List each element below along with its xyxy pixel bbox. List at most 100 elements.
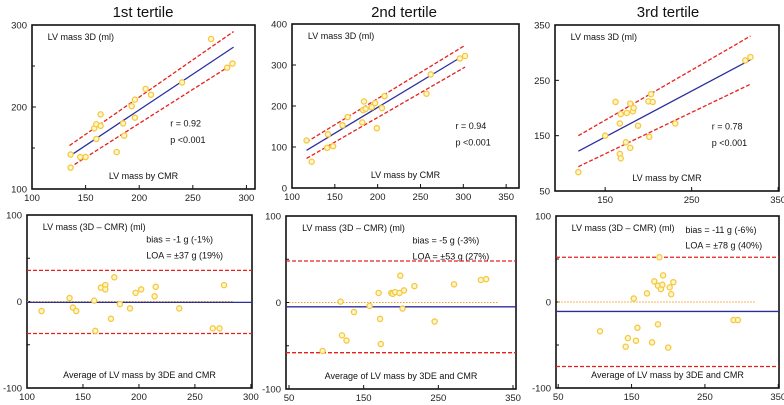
data-point (375, 289, 382, 297)
data-point (376, 315, 384, 323)
data-point (220, 281, 228, 289)
data-point (659, 281, 666, 289)
data-point (319, 347, 326, 355)
plot-frame (291, 23, 520, 189)
data-point (223, 64, 231, 71)
x-tick-label: 150 (327, 192, 343, 203)
data-point (38, 307, 45, 315)
y-tick-label: 100 (265, 212, 281, 223)
stat-annotation: LOA = ±37 g (19%) (146, 250, 223, 260)
panel-title-2nd: 2nd tertile (371, 4, 437, 21)
data-point (111, 274, 118, 281)
data-point (632, 337, 640, 344)
data-point (623, 109, 631, 117)
x-tick-label: 300 (243, 392, 259, 403)
y-tick-label: -100 (262, 385, 281, 396)
stat-annotation: bias = -11 g (-6%) (685, 225, 756, 235)
data-point (617, 155, 624, 162)
data-point (427, 71, 435, 78)
data-point (102, 286, 109, 293)
x-tick-label: 100 (19, 392, 35, 403)
x-tick-label: 350 (770, 195, 784, 206)
x-tick-label: 250 (430, 393, 446, 404)
y-tick-label: 400 (271, 20, 287, 31)
x-tick-label: 100 (24, 193, 40, 204)
stat-annotation: r = 0.94 (455, 121, 486, 131)
data-point (400, 287, 408, 294)
data-point (67, 164, 74, 171)
data-point (630, 295, 638, 302)
data-point (303, 137, 310, 144)
y-axis-label: LV mass 3D (ml) (48, 32, 114, 42)
data-point (450, 281, 458, 288)
y-tick-label: 0 (276, 298, 281, 309)
data-point (339, 122, 346, 129)
panel-ba-3rd: 50 150 250 350 -100 0 100 LV mass (3D – CMR) (m… (532, 212, 784, 404)
data-point (643, 290, 651, 297)
data-point (97, 122, 104, 130)
data-point (119, 120, 127, 127)
data-point (742, 57, 749, 64)
y-tick-label: 0 (546, 298, 551, 309)
stat-annotation: LOA = ±53 g (27%) (413, 251, 490, 261)
stat-annotation: r = 0.92 (170, 119, 201, 129)
panel-corr-1st: 100 150 200 250 300 100 200 300 LV mass 3D (ml) L… (11, 21, 256, 204)
data-point (373, 124, 381, 132)
data-point (126, 305, 134, 312)
stat-annotation: p <0.001 (455, 137, 490, 147)
data-point (358, 119, 366, 126)
plot-frame (554, 24, 780, 192)
y-tick-label: -100 (3, 384, 22, 395)
data-point (128, 102, 135, 110)
y-tick-label: 300 (271, 61, 287, 72)
x-axis-label: Average of LV mass by 3DE and CMR (591, 370, 744, 380)
data-point (649, 98, 656, 106)
data-point (120, 132, 128, 139)
data-point (152, 283, 159, 291)
data-point (461, 52, 469, 60)
data-point (626, 144, 634, 152)
data-point (659, 272, 667, 279)
panel-ba-2nd: 50 150 250 350 -100 0 100 LV mass (3D – CMR) (m… (262, 212, 521, 405)
data-point (431, 318, 438, 325)
data-point (132, 289, 139, 297)
data-point (664, 344, 672, 351)
y-tick-label: 150 (534, 131, 550, 142)
data-point (734, 316, 742, 324)
data-point (73, 307, 80, 315)
data-point (82, 153, 89, 161)
stat-annotation: bias = -5 g (-3%) (413, 236, 480, 246)
data-point (360, 98, 368, 105)
data-point (329, 142, 337, 150)
data-point (477, 276, 485, 284)
panel-title-1st: 1st tertile (113, 4, 174, 21)
x-axis-label: LV mass by CMR (371, 170, 441, 180)
x-tick-label: 250 (684, 195, 700, 206)
y-tick-label: 0 (282, 184, 287, 195)
data-point (624, 334, 632, 342)
data-point (137, 286, 145, 293)
stat-annotation: bias = -1 g (-1%) (146, 235, 213, 245)
x-tick-label: 150 (597, 195, 613, 206)
x-tick-label: 250 (697, 392, 713, 403)
x-tick-label: 50 (553, 392, 564, 403)
data-point (366, 302, 373, 310)
data-point (622, 139, 630, 146)
data-point (216, 325, 223, 332)
data-point (368, 103, 375, 111)
data-point (399, 305, 406, 312)
data-point (626, 100, 634, 107)
y-tick-label: 100 (535, 212, 551, 223)
data-point (178, 79, 186, 86)
panel-corr-3rd: 150 250 350 50 150 250 350 LV mass 3D (ml) LV ma… (534, 21, 784, 207)
data-point (747, 53, 754, 61)
x-tick-label: 300 (238, 193, 254, 204)
data-point (630, 104, 637, 112)
y-axis-label: LV mass 3D (ml) (571, 32, 637, 42)
data-point (651, 278, 658, 285)
data-point (622, 343, 629, 350)
x-tick-label: 350 (498, 192, 514, 203)
data-point (131, 114, 139, 121)
data-point (344, 113, 351, 121)
x-tick-label: 100 (284, 192, 300, 203)
